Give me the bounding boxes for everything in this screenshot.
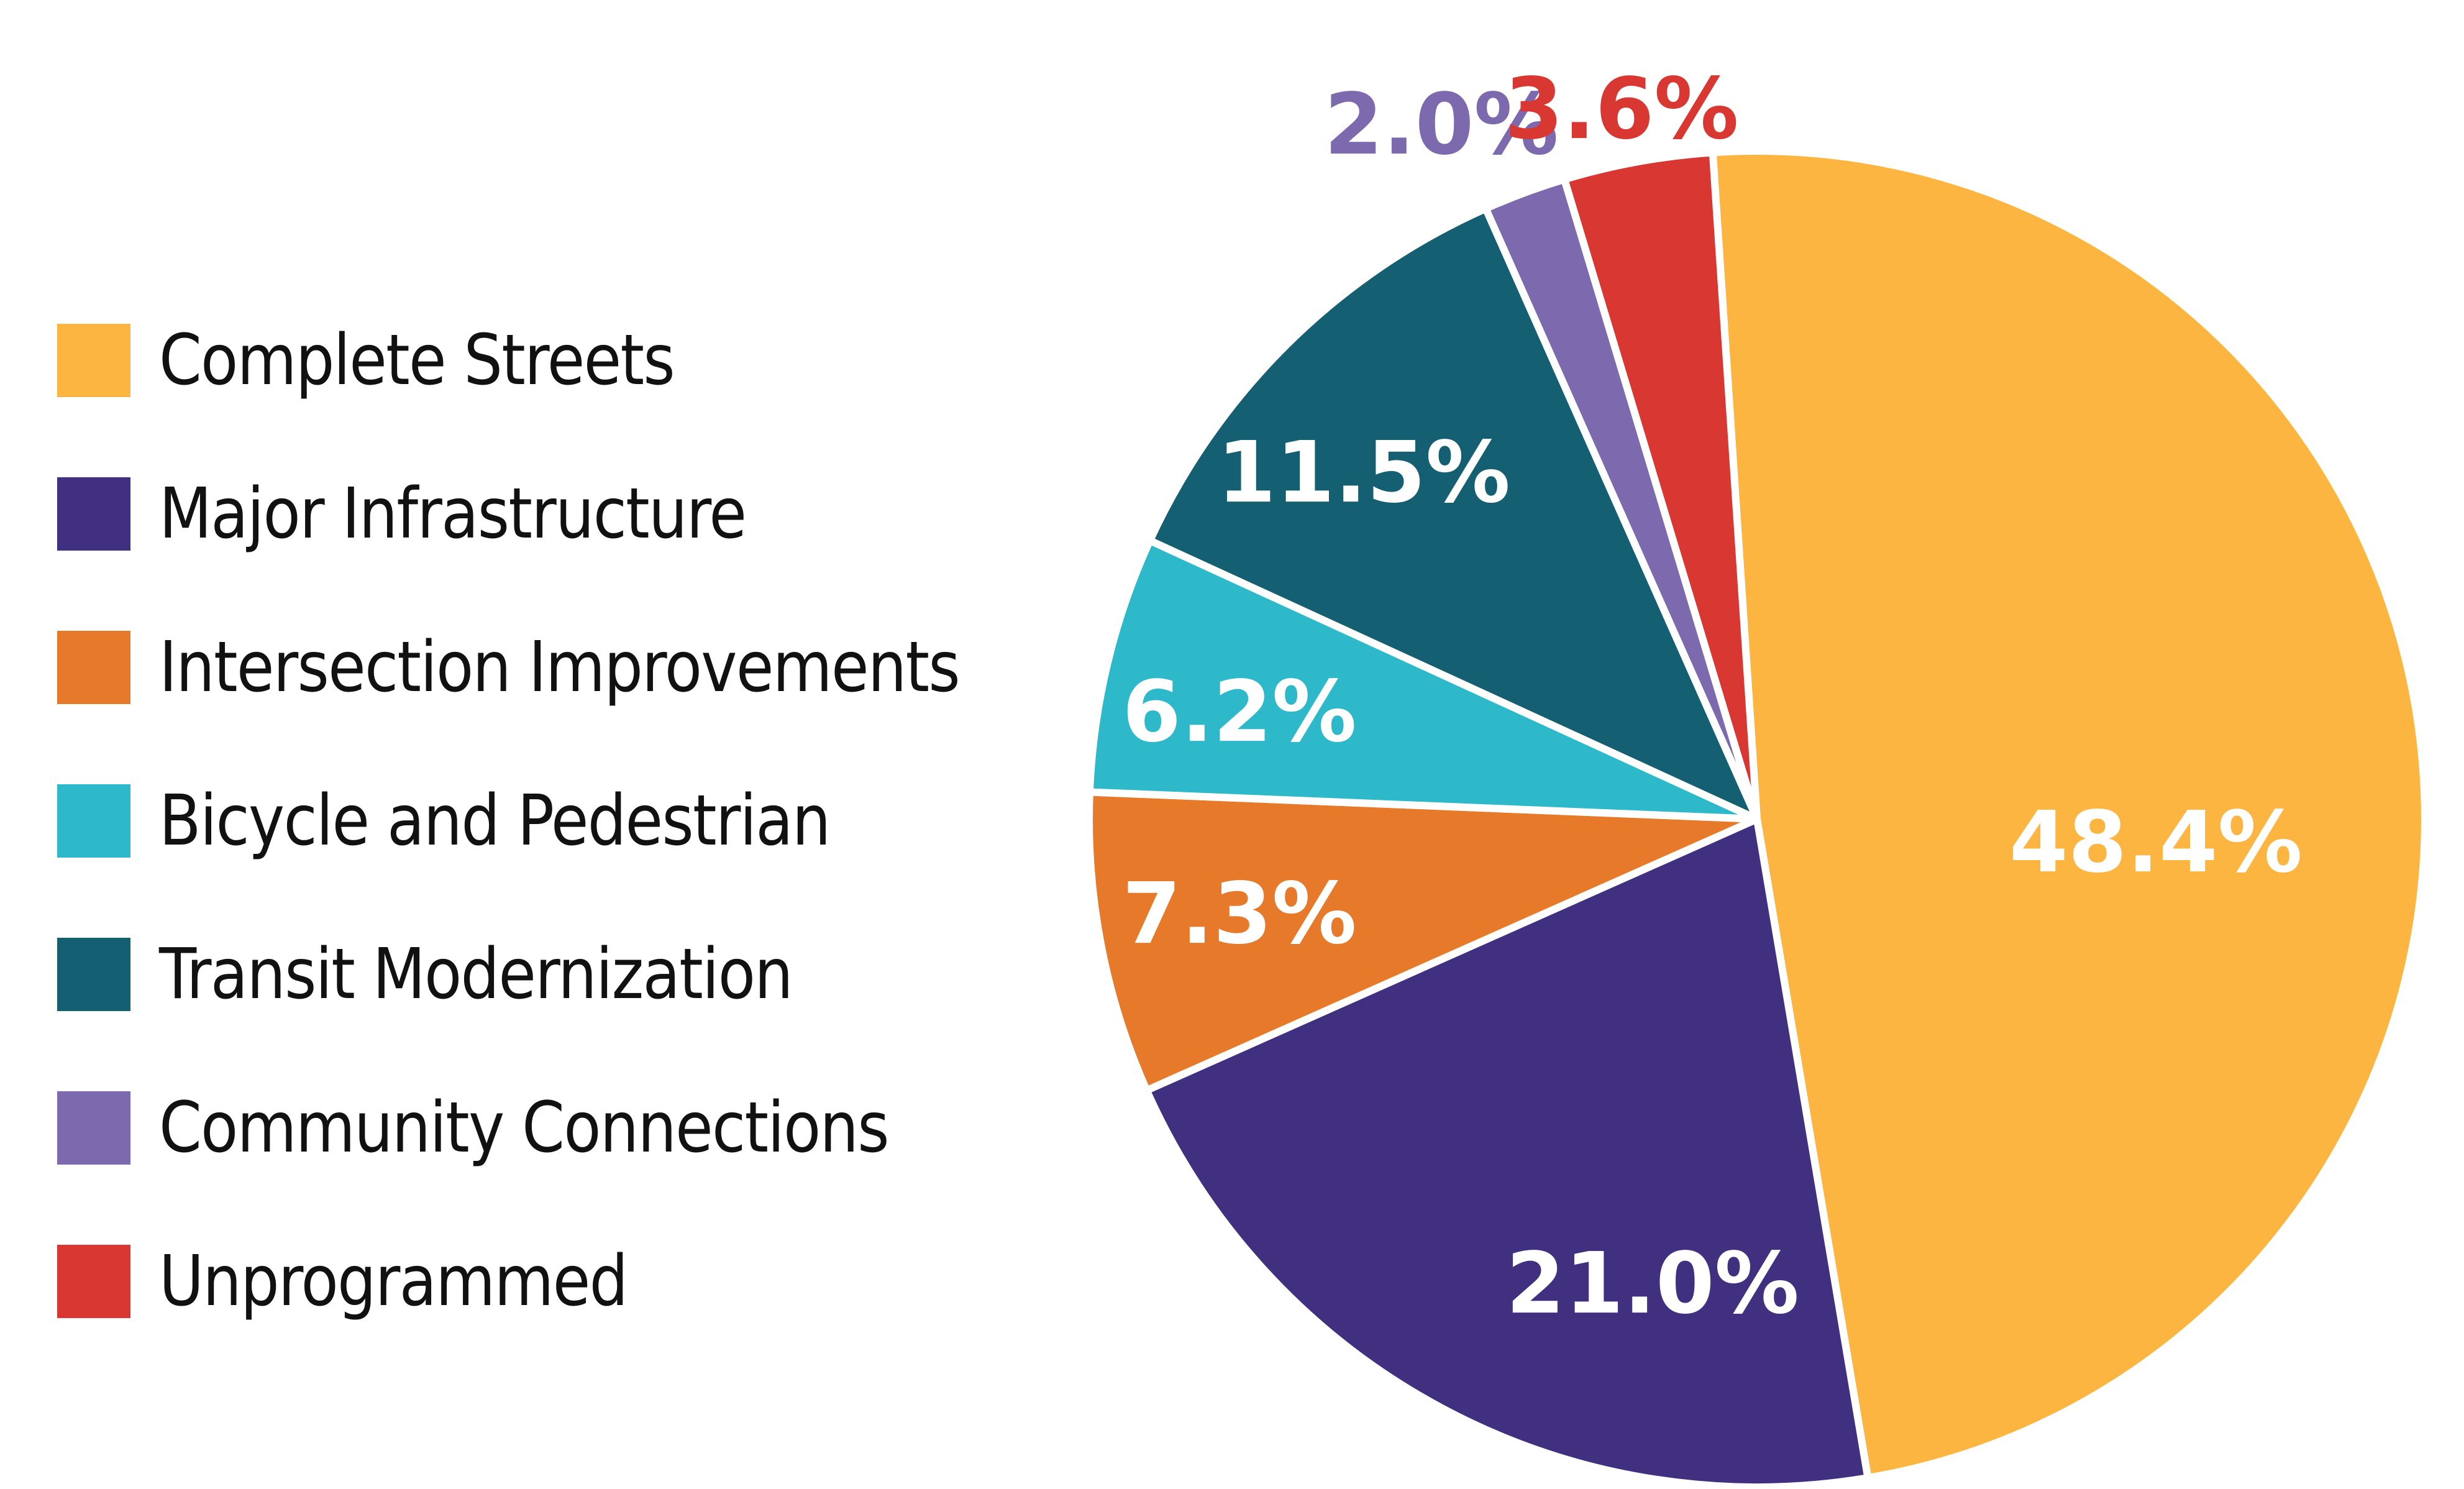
pie-slice-complete-streets [1709, 147, 2429, 1482]
legend-swatch [57, 477, 130, 551]
legend-label: Transit Modernization [159, 934, 793, 1015]
slice-value-label: 21.0% [1506, 1235, 1799, 1333]
legend-swatch [57, 324, 130, 397]
legend-swatch [57, 1091, 130, 1165]
slice-value-label: 3.6% [1504, 60, 1738, 158]
legend-item-unprogrammed: Unprogrammed [57, 1241, 691, 1322]
legend-swatch [57, 631, 130, 704]
legend-item-complete-streets: Complete Streets [57, 320, 744, 401]
pie-slice-labels: 48.4% 21.0% 7.3% 6.2% 11.5% 2.0%3.6% [1122, 60, 2302, 1333]
pie-slice-bicycle-and-pedestrian [1085, 536, 1761, 823]
legend-item-community-connections: Community Connections [57, 1088, 988, 1168]
slice-value-label: 48.4% [2009, 794, 2302, 892]
legend-swatch [57, 784, 130, 858]
legend-swatch [57, 1245, 130, 1318]
legend-item-transit-modernization: Transit Modernization [57, 934, 878, 1015]
slice-value-label: 11.5% [1217, 424, 1510, 522]
slice-value-label: 7.3% [1122, 865, 1356, 963]
pie-slice-transit-modernization [1146, 204, 1761, 823]
legend-label: Community Connections [159, 1088, 890, 1168]
slice-value-label: 2.0% [1324, 76, 1558, 174]
legend-item-bicycle-and-pedestrian: Bicycle and Pedestrian [57, 781, 921, 861]
pie-slice-unprogrammed [1561, 149, 1761, 823]
legend-label: Unprogrammed [159, 1241, 628, 1322]
pie-slices [1085, 147, 2429, 1489]
legend-label: Major Infrastructure [159, 474, 747, 554]
pie-slice-major-infrastructure [1143, 815, 1872, 1489]
pie-slice-intersection-improvements [1085, 788, 1761, 1094]
legend-item-intersection-improvements: Intersection Improvements [57, 627, 1069, 708]
legend-item-major-infrastructure: Major Infrastructure [57, 474, 826, 554]
legend-swatch [57, 938, 130, 1011]
legend-label: Intersection Improvements [159, 627, 961, 708]
legend-label: Bicycle and Pedestrian [159, 781, 831, 861]
legend-label: Complete Streets [159, 320, 675, 401]
slice-value-label: 6.2% [1122, 663, 1356, 761]
